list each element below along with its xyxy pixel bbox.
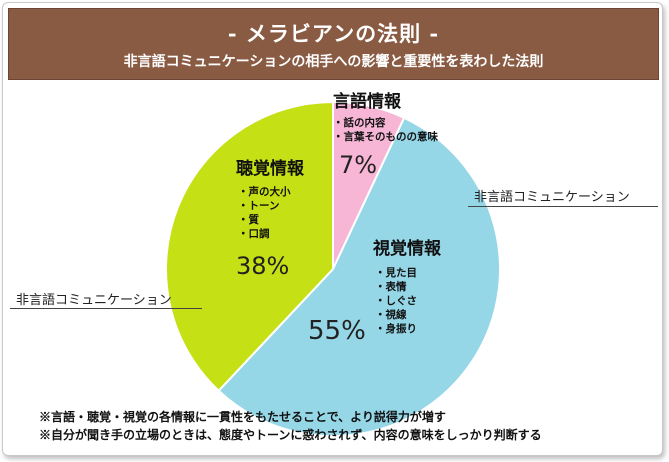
annotation-nonverbal-left: 非言語コミュニケーション	[16, 293, 172, 308]
annotation-underline-right	[468, 206, 658, 207]
list-item: 口調	[238, 227, 304, 241]
list-item: しぐさ	[375, 294, 441, 308]
label-verbal: 言語情報 話の内容 言葉そのものの意味	[333, 87, 438, 144]
footnote: ※自分が聞き手の立場のときは、態度やトーンに惑わされず、内容の意味をしっかり判断…	[39, 428, 542, 442]
percent-label-verbal: 7%	[339, 151, 378, 179]
category-label-visual: 視覚情報	[373, 239, 441, 259]
percent-label-auditory: 38%	[236, 252, 290, 280]
visual-items: 見た目 表情 しぐさ 視線 身振り	[375, 266, 441, 336]
pie-slice-visual	[217, 116, 501, 437]
category-label-verbal: 言語情報	[333, 92, 401, 112]
list-item: 質	[238, 213, 304, 227]
list-item: 声の大小	[238, 185, 304, 199]
footnotes: ※言語・聴覚・視覚の各情報に一貫性をもたせることで、より説得力が増す ※自分が聞…	[39, 408, 542, 444]
list-item: 言葉そのものの意味	[333, 130, 439, 144]
category-label-auditory: 聴覚情報	[236, 159, 304, 179]
verbal-items: 話の内容 言葉そのものの意味	[333, 116, 439, 144]
label-visual: 視覚情報 見た目 表情 しぐさ 視線 身振り	[373, 234, 441, 336]
label-auditory: 聴覚情報 声の大小 トーン 質 口調	[236, 154, 304, 241]
list-item: 話の内容	[333, 116, 438, 130]
percent-label-visual: 55%	[308, 316, 366, 346]
list-item: 身振り	[375, 322, 441, 336]
title-banner: - メラビアンの法則 - 非言語コミュニケーションの相手への影響と重要性を表わし…	[8, 8, 659, 80]
auditory-items: 声の大小 トーン 質 口調	[238, 185, 304, 241]
chart-subtitle: 非言語コミュニケーションの相手への影響と重要性を表わした法則	[123, 54, 544, 70]
annotation-underline-left	[10, 308, 202, 309]
annotation-nonverbal-right: 非言語コミュニケーション	[474, 190, 630, 205]
footnote: ※言語・聴覚・視覚の各情報に一貫性をもたせることで、より説得力が増す	[39, 410, 446, 424]
chart-title: - メラビアンの法則 -	[227, 21, 440, 46]
list-item: 視線	[375, 308, 441, 322]
pie-slice-auditory	[164, 100, 334, 393]
list-item: 見た目	[375, 266, 441, 280]
list-item: トーン	[238, 199, 304, 213]
list-item: 表情	[375, 280, 441, 294]
